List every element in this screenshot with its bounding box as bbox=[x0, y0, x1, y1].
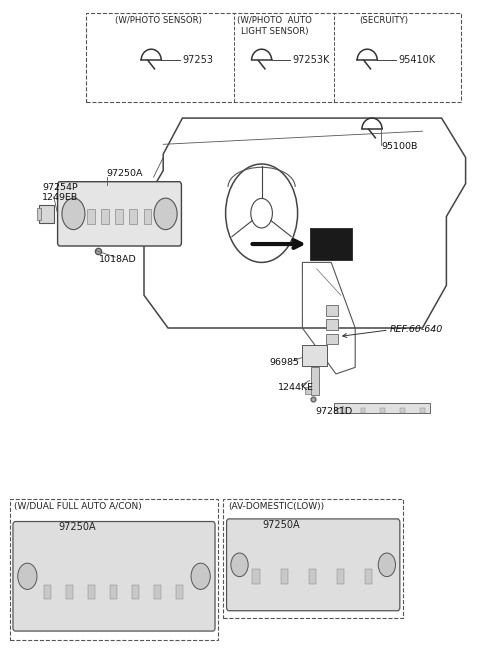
FancyBboxPatch shape bbox=[66, 584, 73, 599]
Text: 97250A: 97250A bbox=[107, 169, 143, 178]
Text: 96985: 96985 bbox=[270, 358, 300, 367]
FancyBboxPatch shape bbox=[88, 584, 95, 599]
Text: (W/PHOTO  AUTO
LIGHT SENSOR): (W/PHOTO AUTO LIGHT SENSOR) bbox=[237, 16, 312, 36]
FancyBboxPatch shape bbox=[252, 569, 260, 584]
Text: 1018AD: 1018AD bbox=[99, 255, 137, 264]
FancyBboxPatch shape bbox=[37, 208, 41, 220]
FancyBboxPatch shape bbox=[13, 522, 215, 631]
FancyBboxPatch shape bbox=[337, 569, 344, 584]
FancyBboxPatch shape bbox=[341, 408, 346, 413]
FancyBboxPatch shape bbox=[58, 182, 181, 246]
Text: 1244KE: 1244KE bbox=[277, 382, 313, 392]
FancyBboxPatch shape bbox=[176, 584, 183, 599]
FancyBboxPatch shape bbox=[380, 408, 385, 413]
FancyBboxPatch shape bbox=[154, 584, 161, 599]
FancyBboxPatch shape bbox=[101, 209, 108, 224]
FancyBboxPatch shape bbox=[115, 209, 123, 224]
Text: 97253: 97253 bbox=[182, 55, 214, 66]
FancyBboxPatch shape bbox=[302, 345, 327, 366]
Text: 1249EB: 1249EB bbox=[42, 193, 79, 202]
Text: (SECRUITY): (SECRUITY) bbox=[360, 16, 408, 26]
Text: REF.60-640: REF.60-640 bbox=[390, 325, 443, 335]
Text: 97250A: 97250A bbox=[58, 522, 96, 531]
Text: 97250A: 97250A bbox=[262, 520, 300, 529]
FancyBboxPatch shape bbox=[309, 569, 316, 584]
FancyBboxPatch shape bbox=[311, 367, 319, 395]
Circle shape bbox=[191, 563, 210, 589]
Text: 95410K: 95410K bbox=[398, 55, 435, 66]
Circle shape bbox=[378, 553, 396, 577]
FancyBboxPatch shape bbox=[227, 519, 400, 611]
FancyBboxPatch shape bbox=[326, 334, 338, 344]
FancyBboxPatch shape bbox=[326, 319, 338, 330]
Text: 95100B: 95100B bbox=[382, 142, 418, 152]
FancyBboxPatch shape bbox=[109, 584, 117, 599]
Circle shape bbox=[62, 198, 85, 230]
Circle shape bbox=[154, 198, 177, 230]
FancyBboxPatch shape bbox=[360, 408, 365, 413]
FancyBboxPatch shape bbox=[87, 209, 95, 224]
Text: 97281D: 97281D bbox=[316, 407, 353, 416]
FancyBboxPatch shape bbox=[129, 209, 137, 224]
FancyBboxPatch shape bbox=[144, 209, 151, 224]
FancyBboxPatch shape bbox=[420, 408, 425, 413]
FancyBboxPatch shape bbox=[326, 305, 338, 316]
FancyBboxPatch shape bbox=[400, 408, 405, 413]
FancyBboxPatch shape bbox=[310, 228, 352, 260]
Circle shape bbox=[231, 553, 248, 577]
Text: (W/PHOTO SENSOR): (W/PHOTO SENSOR) bbox=[115, 16, 202, 26]
FancyBboxPatch shape bbox=[365, 569, 372, 584]
FancyBboxPatch shape bbox=[281, 569, 288, 584]
Text: (W/DUAL FULL AUTO A/CON): (W/DUAL FULL AUTO A/CON) bbox=[14, 502, 142, 512]
FancyBboxPatch shape bbox=[334, 403, 430, 413]
Text: 97254P: 97254P bbox=[42, 183, 78, 192]
FancyBboxPatch shape bbox=[132, 584, 139, 599]
Circle shape bbox=[18, 563, 37, 589]
FancyBboxPatch shape bbox=[305, 387, 311, 394]
FancyBboxPatch shape bbox=[44, 584, 51, 599]
FancyBboxPatch shape bbox=[39, 205, 54, 223]
Text: 97253K: 97253K bbox=[293, 55, 330, 66]
Text: (AV-DOMESTIC(LOW)): (AV-DOMESTIC(LOW)) bbox=[228, 502, 324, 512]
